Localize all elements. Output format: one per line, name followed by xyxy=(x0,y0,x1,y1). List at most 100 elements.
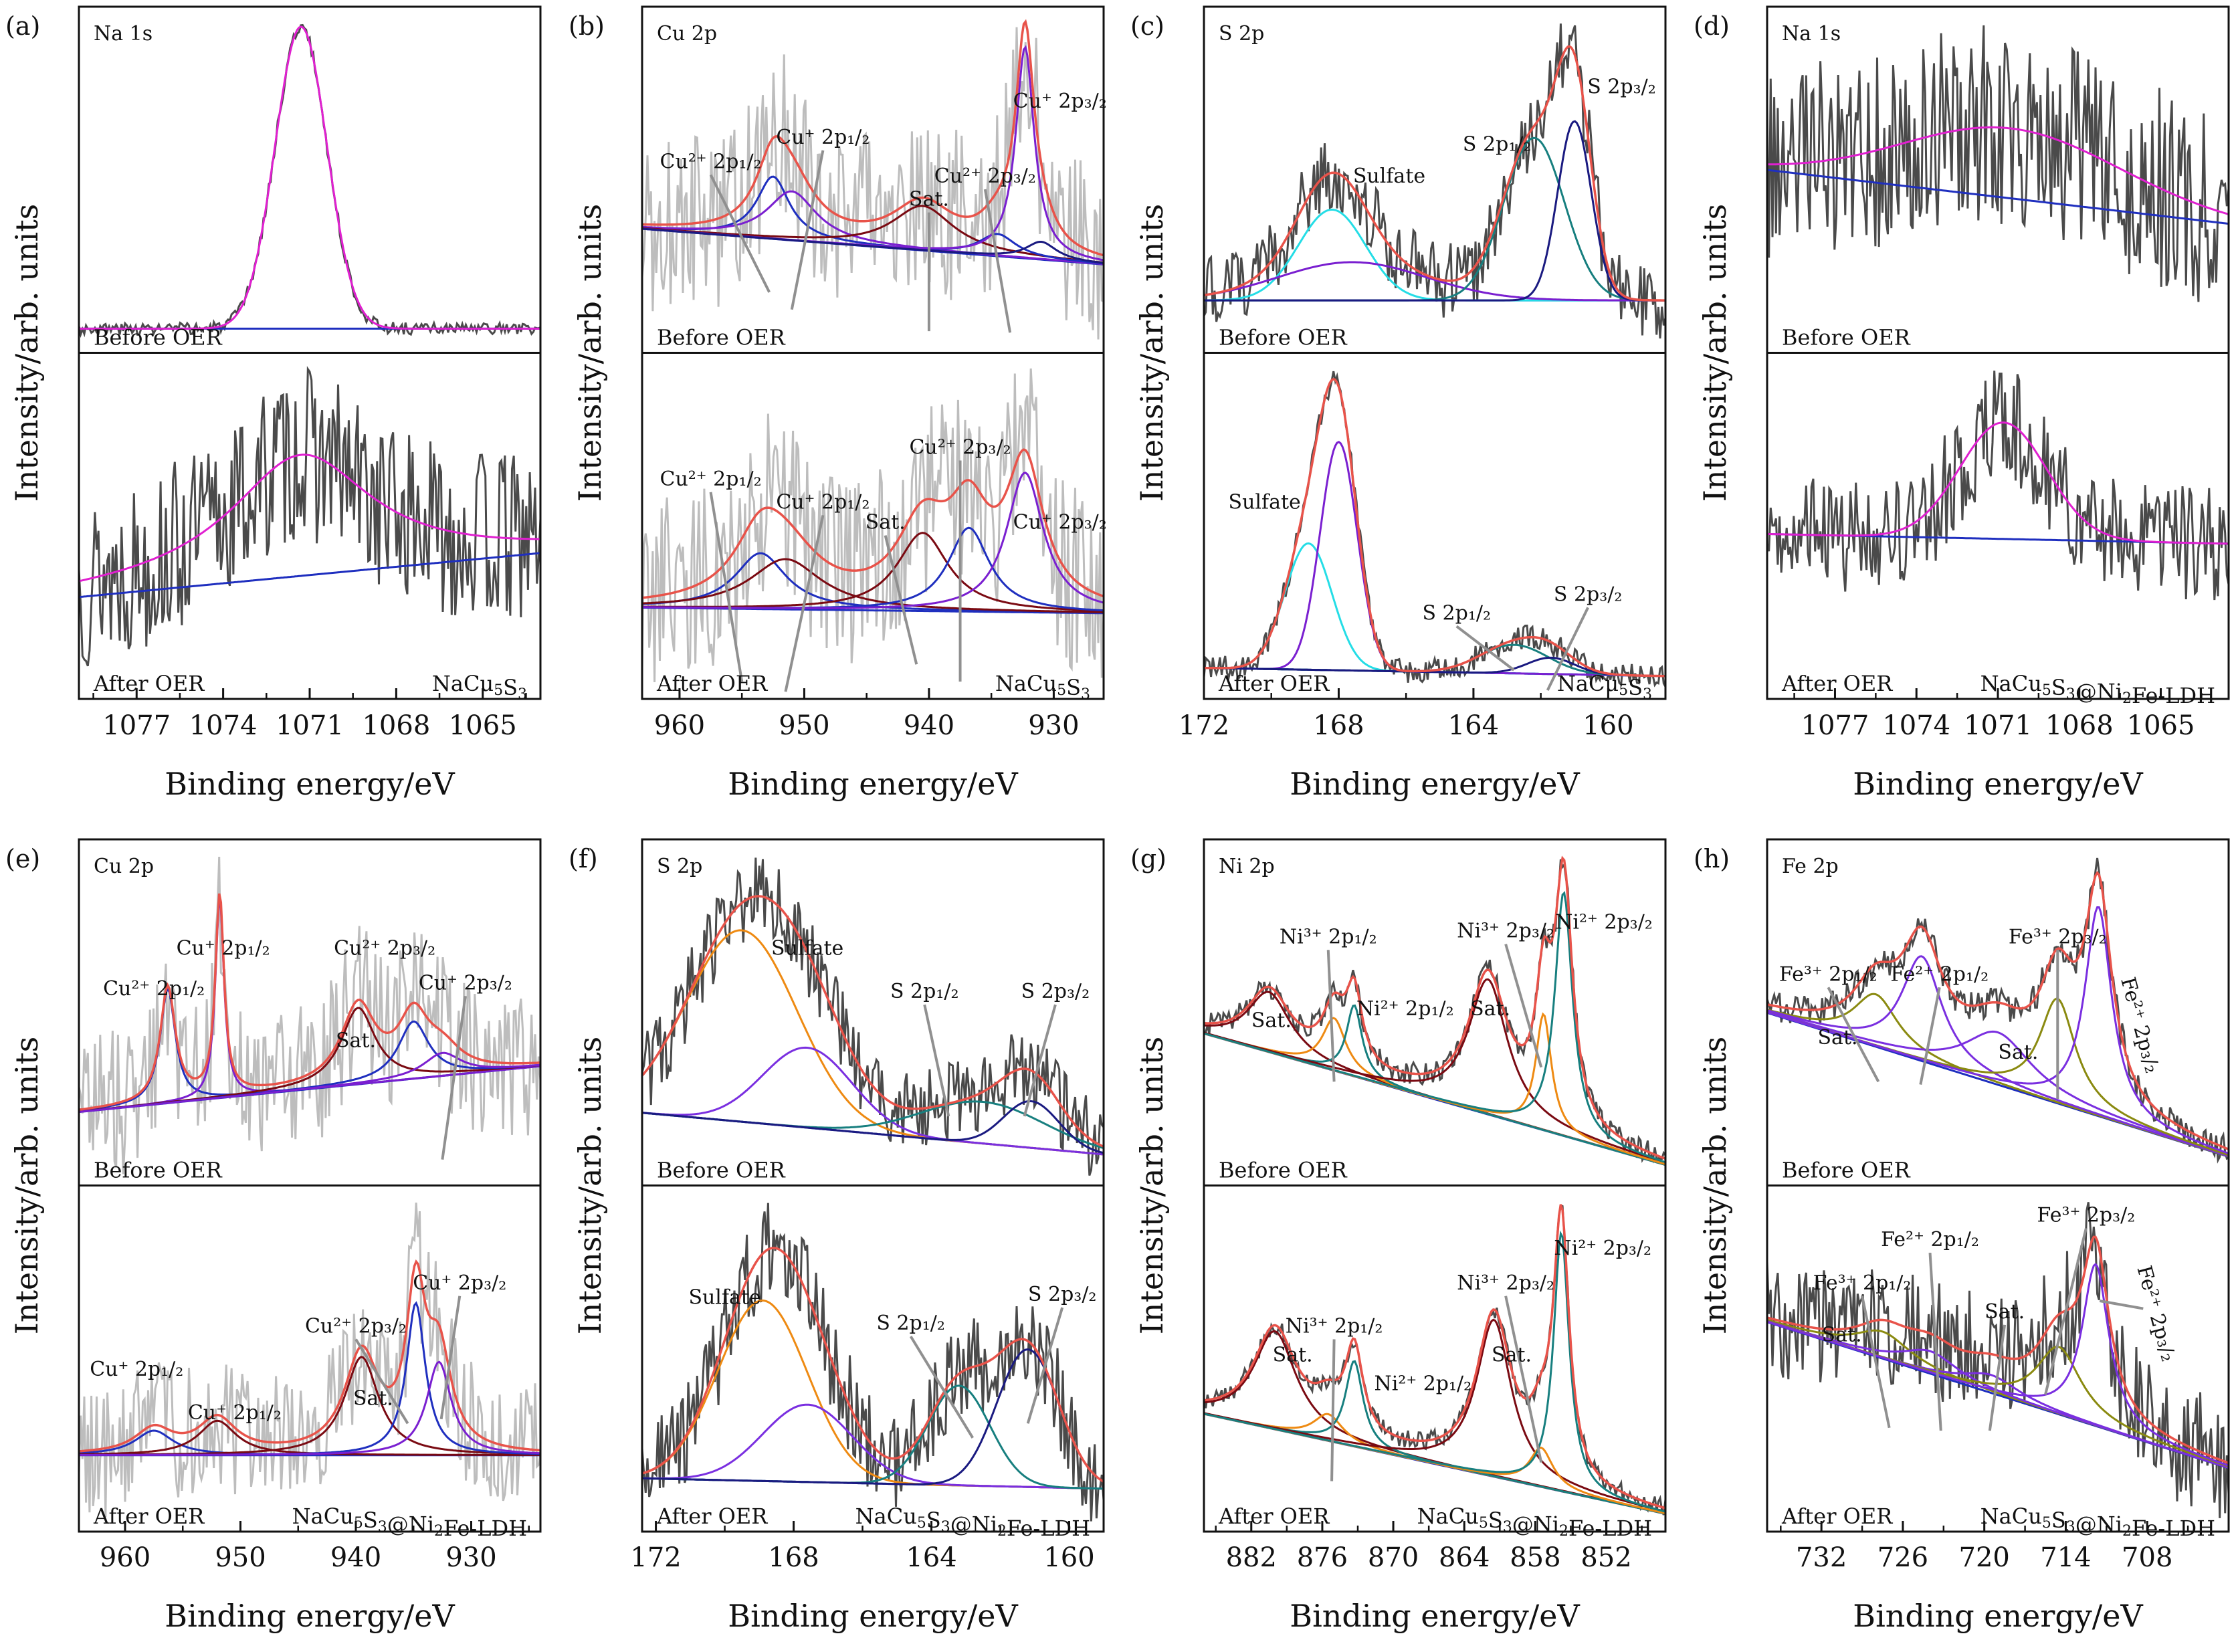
x-axis-title: Binding energy/eV xyxy=(1853,1598,2143,1634)
peak-label: S 2p₁/₂ xyxy=(1463,133,1532,157)
peak-label: S 2p₁/₂ xyxy=(890,980,959,1003)
fit-component-line xyxy=(1767,1010,2229,1156)
x-tick-label: 172 xyxy=(1179,710,1229,741)
peak-label: Sat. xyxy=(1273,1344,1313,1367)
raw-data-line xyxy=(1204,23,1665,339)
annotation-arrow xyxy=(441,995,467,1160)
fit-component-line xyxy=(642,472,1104,609)
annotation-arrow xyxy=(1546,607,1589,691)
x-tick-label: 882 xyxy=(1226,1542,1277,1573)
peak-label: Sat. xyxy=(1822,1323,1862,1346)
after-oer-label: After OER xyxy=(93,671,205,696)
x-tick-label: 940 xyxy=(330,1542,381,1573)
peak-label: Fe³⁺ 2p₁/₂ xyxy=(1813,1271,1912,1295)
x-tick-label: 164 xyxy=(906,1542,956,1573)
baseline-line xyxy=(1767,169,2229,225)
fit-envelope-line xyxy=(79,1259,540,1453)
before-oer-label: Before OER xyxy=(94,1158,223,1183)
x-tick-label: 160 xyxy=(1043,1542,1094,1573)
plot-area-before xyxy=(1204,855,1665,1166)
peak-label: Ni³⁺ 2p₁/₂ xyxy=(1286,1314,1383,1338)
peak-label: Cu⁺ 2p₁/₂ xyxy=(188,1401,282,1425)
raw-data-line xyxy=(79,366,540,667)
x-tick-label: 950 xyxy=(779,710,829,741)
x-tick-label: 732 xyxy=(1796,1542,1847,1573)
raw-data-line xyxy=(1767,371,2229,601)
raw-data-line xyxy=(79,23,540,338)
fit-component-line xyxy=(642,205,1104,264)
fit-component-line xyxy=(1767,906,2229,1155)
plot-area-before xyxy=(1204,23,1665,339)
fit-envelope-line xyxy=(1204,45,1665,302)
x-tick-label: 164 xyxy=(1448,710,1499,741)
fit-component-line xyxy=(1204,1230,1665,1513)
annotation-arrow xyxy=(784,514,825,692)
x-tick-label: 1077 xyxy=(1801,710,1869,741)
fit-component-line xyxy=(1767,126,2229,215)
panel-letter: (e) xyxy=(5,844,40,873)
peak-label: S 2p₃/₂ xyxy=(1028,1283,1097,1306)
fit-envelope-line xyxy=(1204,855,1665,1160)
peak-label: Ni³⁺ 2p₁/₂ xyxy=(1280,925,1377,948)
plot-area-after xyxy=(79,366,540,667)
fit-envelope-line xyxy=(1767,1235,2229,1465)
after-oer-label: After OER xyxy=(656,1504,768,1529)
element-label: Cu 2p xyxy=(657,22,717,45)
fit-envelope-line xyxy=(79,893,540,1112)
peak-label: Fe²⁺ 2p₁/₂ xyxy=(1890,962,1989,986)
sample-label: NaCu5S3 xyxy=(432,671,527,703)
after-oer-label: After OER xyxy=(1781,1504,1893,1529)
x-axis-title: Binding energy/eV xyxy=(1290,1598,1580,1634)
x-tick-label: 708 xyxy=(2122,1542,2172,1573)
fit-component-line xyxy=(642,1403,1104,1490)
peak-label: Sat. xyxy=(336,1029,376,1053)
raw-data-line xyxy=(642,368,1104,683)
annotation-arrow xyxy=(1861,1296,1891,1429)
plot-area-after xyxy=(642,1203,1104,1522)
raw-data-line xyxy=(1767,857,2229,1164)
annotation-arrow xyxy=(354,1338,409,1425)
x-tick-label: 930 xyxy=(445,1542,496,1573)
peak-label: Ni²⁺ 2p₁/₂ xyxy=(1356,997,1454,1021)
fit-component-line xyxy=(1204,891,1665,1164)
plot-area-after xyxy=(1204,371,1665,688)
after-oer-label: After OER xyxy=(1781,671,1893,696)
plot-area-before xyxy=(1767,857,2229,1164)
annotation-arrow xyxy=(983,189,1012,333)
before-oer-label: Before OER xyxy=(657,325,786,350)
panel-letter: (d) xyxy=(1694,11,1730,41)
annotation-arrow xyxy=(709,174,771,293)
peak-label: S 2p₃/₂ xyxy=(1021,980,1090,1003)
peak-label: Sat. xyxy=(1492,1344,1532,1367)
peak-label: Sat. xyxy=(1818,1026,1858,1049)
before-oer-label: Before OER xyxy=(657,1158,786,1183)
peak-label: Fe³⁺ 2p₁/₂ xyxy=(1779,962,1877,986)
before-oer-label: Before OER xyxy=(1782,1158,1911,1183)
peak-label: Sat. xyxy=(1985,1300,2025,1324)
annotation-arrow xyxy=(1023,1004,1057,1117)
peak-label: Sulfate xyxy=(1353,165,1425,188)
element-label: S 2p xyxy=(1219,22,1264,45)
panel-letter: (f) xyxy=(569,844,598,873)
x-tick-label: 714 xyxy=(2040,1542,2091,1573)
before-oer-label: Before OER xyxy=(1782,325,1911,350)
peak-label: Fe³⁺ 2p₃/₂ xyxy=(2037,1203,2136,1227)
peak-label: Cu⁺ 2p₁/₂ xyxy=(776,126,870,149)
peak-label: Cu²⁺ 2p₁/₂ xyxy=(660,150,762,174)
peak-label: Sat. xyxy=(909,188,949,211)
panel-letter: (g) xyxy=(1130,844,1166,873)
x-tick-label: 1071 xyxy=(276,710,344,741)
plot-area-before xyxy=(79,23,540,338)
plot-area-before xyxy=(642,857,1104,1176)
panels-layer: (a) Na 1s Before OER After OER NaCu5S3 1077 10… xyxy=(5,5,2230,1634)
x-axis-title: Binding energy/eV xyxy=(728,766,1018,802)
y-axis-title: Intensity/arb. units xyxy=(9,1037,45,1335)
element-label: Fe 2p xyxy=(1782,855,1839,878)
after-oer-label: After OER xyxy=(93,1504,205,1529)
fit-component-line xyxy=(642,558,1104,613)
x-tick-label: 876 xyxy=(1297,1542,1348,1573)
panel-letter: (c) xyxy=(1130,11,1164,41)
fit-envelope-line xyxy=(1767,871,2229,1150)
annotation-arrow xyxy=(790,150,825,310)
raw-data-line xyxy=(642,27,1104,340)
